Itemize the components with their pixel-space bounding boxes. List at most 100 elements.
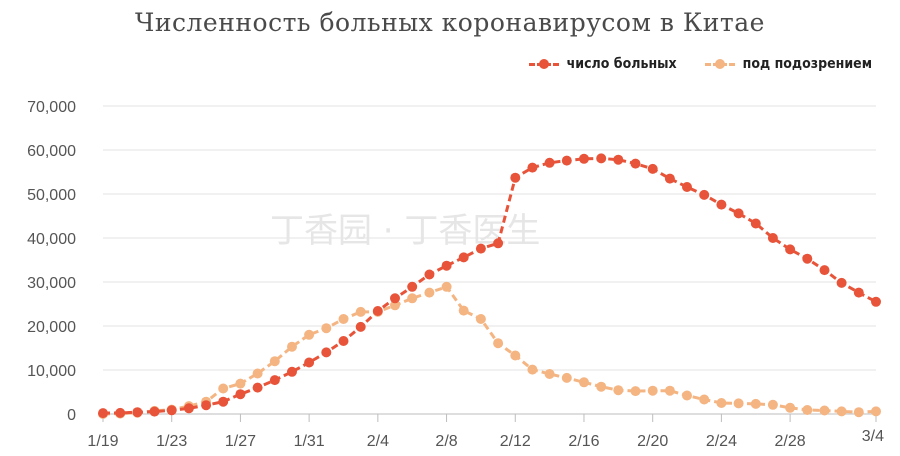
data-point <box>819 405 830 416</box>
data-point <box>767 399 778 410</box>
data-point <box>407 281 418 292</box>
data-point <box>836 406 847 417</box>
data-point <box>252 368 263 379</box>
data-point <box>355 321 366 332</box>
data-point <box>699 189 710 200</box>
x-tick-label: 1/31 <box>294 433 325 450</box>
data-point <box>596 153 607 164</box>
data-point <box>579 377 589 388</box>
data-point <box>510 172 521 183</box>
data-point <box>785 402 796 413</box>
data-point <box>733 208 744 219</box>
data-point <box>544 157 555 168</box>
data-point <box>424 287 435 298</box>
data-point <box>836 277 847 288</box>
grid-lines <box>103 105 876 371</box>
series-line <box>102 285 877 416</box>
data-point <box>235 378 246 389</box>
data-point <box>630 386 641 397</box>
data-point <box>664 385 675 396</box>
data-point <box>767 233 778 243</box>
data-point <box>716 199 727 210</box>
x-tick-label: 2/16 <box>568 433 599 450</box>
data-point <box>98 408 108 419</box>
data-point <box>716 398 727 408</box>
data-point <box>166 405 177 416</box>
data-point <box>630 158 641 169</box>
data-point <box>527 364 538 375</box>
data-point <box>304 329 315 340</box>
data-point <box>390 300 400 311</box>
x-tick-label: 2/8 <box>435 433 457 450</box>
data-point <box>561 155 572 166</box>
data-point <box>218 383 229 394</box>
y-axis: 0 10,000 20,000 30,000 40,000 50,000 60,000 70,… <box>27 99 76 424</box>
data-point <box>493 338 504 349</box>
y-tick-label: 70,000 <box>27 99 76 116</box>
data-point <box>287 366 297 377</box>
y-tick-label: 10,000 <box>27 363 76 380</box>
data-point <box>853 287 864 298</box>
data-point <box>287 341 297 352</box>
data-point <box>493 238 504 249</box>
data-point <box>647 385 658 396</box>
data-point <box>321 347 332 358</box>
data-point <box>338 336 349 346</box>
y-tick-label: 20,000 <box>27 319 76 336</box>
y-tick-label: 30,000 <box>27 275 76 292</box>
y-tick-label: 40,000 <box>27 231 76 248</box>
data-point <box>458 305 469 316</box>
data-point <box>475 243 486 254</box>
x-tick-label: 2/12 <box>500 433 531 450</box>
legend-swatch-series-2 <box>704 58 735 70</box>
data-point <box>802 405 813 415</box>
data-point <box>183 403 194 414</box>
data-point <box>269 375 280 386</box>
series-group <box>98 153 881 419</box>
data-point <box>527 162 538 173</box>
data-point <box>682 390 692 401</box>
data-point <box>750 218 761 229</box>
data-point <box>510 350 521 361</box>
data-point <box>733 398 744 409</box>
data-point <box>269 356 280 367</box>
legend-item-series-2: под подозрением <box>704 56 872 72</box>
x-axis: 1/19 1/23 1/27 1/31 2/4 2/8 2/12 2/16 2/20 2/24 2/… <box>87 413 884 450</box>
data-point <box>338 314 349 324</box>
data-point <box>475 314 486 324</box>
data-point <box>218 396 229 407</box>
legend-item-series-1: число больных <box>528 56 677 72</box>
data-point <box>871 296 881 307</box>
data-point <box>664 173 675 184</box>
x-tick-label: 2/4 <box>367 433 389 450</box>
legend: число больных под подозрением <box>528 56 872 72</box>
data-point <box>441 260 452 271</box>
data-point <box>699 394 710 405</box>
data-point <box>235 389 246 400</box>
data-point <box>149 406 160 417</box>
series-line <box>102 156 877 415</box>
data-point <box>819 265 830 276</box>
data-point <box>853 407 864 418</box>
data-point <box>132 407 143 418</box>
y-tick-label: 0 <box>67 407 76 424</box>
data-point <box>252 382 263 393</box>
data-point <box>355 306 366 317</box>
data-point <box>871 406 881 417</box>
data-point <box>115 407 126 418</box>
y-tick-label: 60,000 <box>27 143 76 160</box>
data-point <box>407 293 418 304</box>
data-point <box>390 293 400 304</box>
chart-title: Численность больных коронавирусом в Кита… <box>135 8 765 37</box>
data-point <box>321 323 332 334</box>
data-point <box>613 385 624 396</box>
data-point <box>304 357 315 368</box>
x-tick-label: 2/20 <box>637 433 668 450</box>
legend-label-series-2: под подозрением <box>742 56 872 72</box>
data-point <box>802 253 813 264</box>
x-tick-label: 1/19 <box>87 433 118 450</box>
data-point <box>201 400 212 411</box>
data-point <box>561 372 572 383</box>
data-point <box>441 281 452 292</box>
